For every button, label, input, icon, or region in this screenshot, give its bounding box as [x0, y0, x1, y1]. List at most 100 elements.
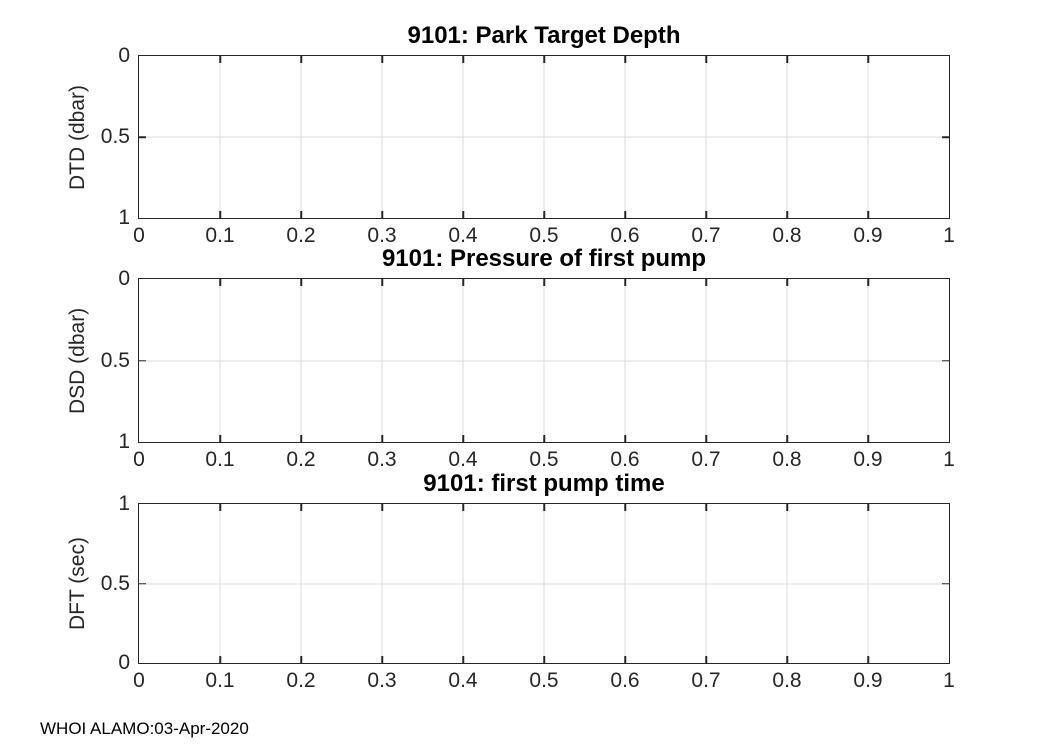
x-tick-mark-bottom	[786, 656, 788, 663]
x-tick-label: 0.3	[367, 448, 397, 471]
y-axis-label: DTD (dbar)	[66, 84, 89, 190]
x-tick-label: 0.7	[691, 448, 721, 471]
x-tick-mark-top	[381, 504, 383, 511]
x-tick-label: 0.2	[286, 448, 316, 471]
y-tick-mark-left	[139, 582, 146, 585]
x-tick-label: 0.5	[529, 669, 559, 692]
x-tick-mark-bottom	[705, 435, 707, 442]
x-tick-label: 0.8	[772, 448, 802, 471]
x-tick-mark-top	[624, 56, 626, 63]
x-tick-mark-top	[300, 56, 302, 63]
x-tick-mark-bottom	[219, 211, 221, 218]
x-tick-mark-bottom	[300, 211, 302, 218]
y-tick-mark-right	[942, 359, 949, 362]
y-tick-mark-right	[942, 136, 949, 138]
gridline-horizontal	[139, 583, 949, 584]
x-tick-mark-top	[300, 279, 302, 286]
x-tick-mark-bottom	[219, 435, 221, 442]
x-tick-label: 1	[943, 448, 955, 471]
x-tick-mark-top	[705, 504, 707, 511]
x-tick-label: 0.1	[205, 669, 235, 692]
x-tick-label: 0.2	[286, 224, 316, 247]
x-tick-mark-top	[381, 279, 383, 286]
gridline-horizontal	[139, 360, 949, 361]
x-tick-mark-bottom	[543, 435, 545, 442]
x-tick-label: 0.6	[610, 224, 640, 247]
x-tick-mark-top	[543, 56, 545, 63]
x-tick-mark-top	[624, 279, 626, 286]
subplot-pressure-first-pump: 0 0.1 0.2 0.3 0.4 0.5 0.6 0.7 0.8 0.9 1 0 0.5 1 9101: …	[66, 245, 955, 471]
plot-title: 9101: first pump time	[423, 470, 665, 497]
x-tick-mark-bottom	[219, 656, 221, 663]
x-tick-mark-bottom	[705, 656, 707, 663]
x-tick-label: 0.6	[610, 669, 640, 692]
x-tick-label: 0.4	[448, 669, 478, 692]
plot-title: 9101: Park Target Depth	[407, 22, 681, 49]
y-tick-label: 0.5	[100, 348, 130, 372]
x-tick-mark-top	[219, 504, 221, 511]
x-tick-label: 0.3	[367, 224, 397, 247]
x-tick-mark-top	[462, 56, 464, 63]
x-tick-label: 1	[943, 669, 955, 692]
y-tick-label: 0	[118, 651, 130, 674]
x-tick-mark-bottom	[867, 656, 869, 663]
x-tick-mark-top	[867, 504, 869, 511]
y-tick-label: 1	[118, 430, 130, 453]
x-tick-mark-bottom	[705, 211, 707, 218]
x-tick-label: 0.2	[286, 669, 316, 692]
x-tick-mark-bottom	[867, 435, 869, 442]
x-tick-label: 0.5	[529, 224, 559, 247]
watermark-label: WHOI ALAMO:03-Apr-2020	[40, 719, 249, 738]
y-tick-label: 1	[118, 206, 130, 229]
x-tick-label: 0.7	[691, 224, 721, 247]
x-tick-label: 0.8	[772, 224, 802, 247]
x-tick-label: 0.3	[367, 669, 397, 692]
x-tick-mark-top	[381, 56, 383, 63]
x-tick-mark-top	[219, 279, 221, 286]
x-tick-mark-bottom	[381, 435, 383, 442]
x-tick-label: 0.1	[205, 448, 235, 471]
x-tick-mark-top	[543, 279, 545, 286]
x-tick-mark-bottom	[462, 435, 464, 442]
x-tick-mark-top	[786, 504, 788, 511]
x-tick-mark-bottom	[624, 211, 626, 218]
x-tick-mark-top	[543, 504, 545, 511]
x-tick-label: 0.5	[529, 448, 559, 471]
y-tick-label: 0	[118, 267, 130, 290]
x-tick-label: 0.9	[853, 669, 883, 692]
y-axis-label: DSD (dbar)	[66, 307, 89, 414]
plot-title: 9101: Pressure of first pump	[381, 245, 707, 272]
x-tick-label: 0.4	[448, 448, 478, 471]
x-tick-label: 0.7	[691, 669, 721, 692]
y-axis-label: DFT (sec)	[66, 537, 89, 630]
x-tick-mark-top	[786, 279, 788, 286]
y-tick-label: 1	[118, 492, 130, 515]
subplot-first-pump-time: 0 0.1 0.2 0.3 0.4 0.5 0.6 0.7 0.8 0.9 1 0 0.5 1 9101: …	[66, 470, 955, 692]
x-tick-mark-top	[300, 504, 302, 511]
x-tick-mark-top	[219, 56, 221, 63]
x-tick-label: 0.9	[853, 224, 883, 247]
x-tick-mark-top	[462, 279, 464, 286]
y-tick-label: 0.5	[100, 125, 130, 148]
subplot-park-target-depth: 0 0.1 0.2 0.3 0.4 0.5 0.6 0.7 0.8 0.9 1 0 0.5 1 9101: …	[66, 22, 955, 247]
x-tick-mark-bottom	[381, 656, 383, 663]
y-tick-mark-left	[139, 359, 146, 362]
y-tick-mark-left	[139, 136, 146, 138]
x-tick-mark-bottom	[624, 656, 626, 663]
x-tick-mark-bottom	[300, 435, 302, 442]
x-tick-mark-bottom	[300, 656, 302, 663]
x-tick-mark-top	[867, 279, 869, 286]
x-tick-label: 0	[133, 448, 145, 471]
gridline-horizontal	[139, 136, 949, 138]
y-tick-label: 0	[118, 44, 130, 67]
x-tick-label: 0.8	[772, 669, 802, 692]
y-tick-mark-right	[942, 582, 949, 585]
x-tick-label: 0	[133, 224, 145, 247]
x-tick-mark-bottom	[543, 656, 545, 663]
x-tick-mark-top	[705, 56, 707, 63]
x-tick-mark-top	[705, 279, 707, 286]
x-tick-mark-bottom	[867, 211, 869, 218]
x-tick-mark-top	[786, 56, 788, 63]
x-tick-label: 0.4	[448, 224, 478, 247]
